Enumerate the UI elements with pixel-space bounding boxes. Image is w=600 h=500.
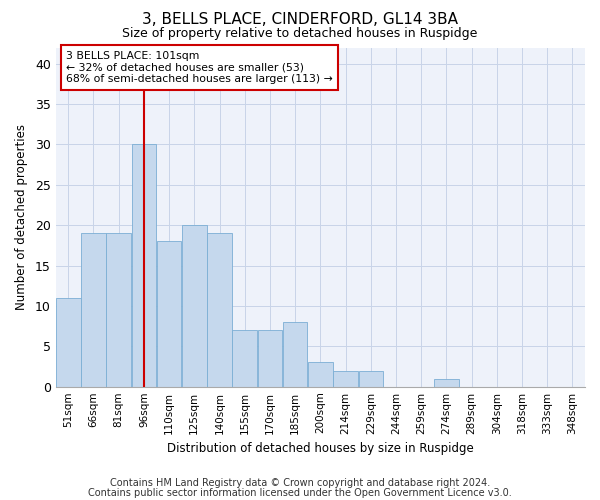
Text: 3, BELLS PLACE, CINDERFORD, GL14 3BA: 3, BELLS PLACE, CINDERFORD, GL14 3BA [142, 12, 458, 28]
Bar [334, 370, 358, 386]
Text: Contains public sector information licensed under the Open Government Licence v3: Contains public sector information licen… [88, 488, 512, 498]
Bar [131, 144, 156, 386]
Bar [56, 298, 80, 386]
Bar [434, 378, 458, 386]
Bar [207, 233, 232, 386]
Bar [157, 242, 181, 386]
Bar [106, 233, 131, 386]
Bar [232, 330, 257, 386]
Text: 3 BELLS PLACE: 101sqm
← 32% of detached houses are smaller (53)
68% of semi-deta: 3 BELLS PLACE: 101sqm ← 32% of detached … [66, 51, 333, 84]
Bar [359, 370, 383, 386]
Text: Size of property relative to detached houses in Ruspidge: Size of property relative to detached ho… [122, 28, 478, 40]
Text: Contains HM Land Registry data © Crown copyright and database right 2024.: Contains HM Land Registry data © Crown c… [110, 478, 490, 488]
X-axis label: Distribution of detached houses by size in Ruspidge: Distribution of detached houses by size … [167, 442, 474, 455]
Bar [283, 322, 307, 386]
Bar [81, 233, 106, 386]
Bar [258, 330, 282, 386]
Y-axis label: Number of detached properties: Number of detached properties [15, 124, 28, 310]
Bar [182, 225, 206, 386]
Bar [308, 362, 332, 386]
